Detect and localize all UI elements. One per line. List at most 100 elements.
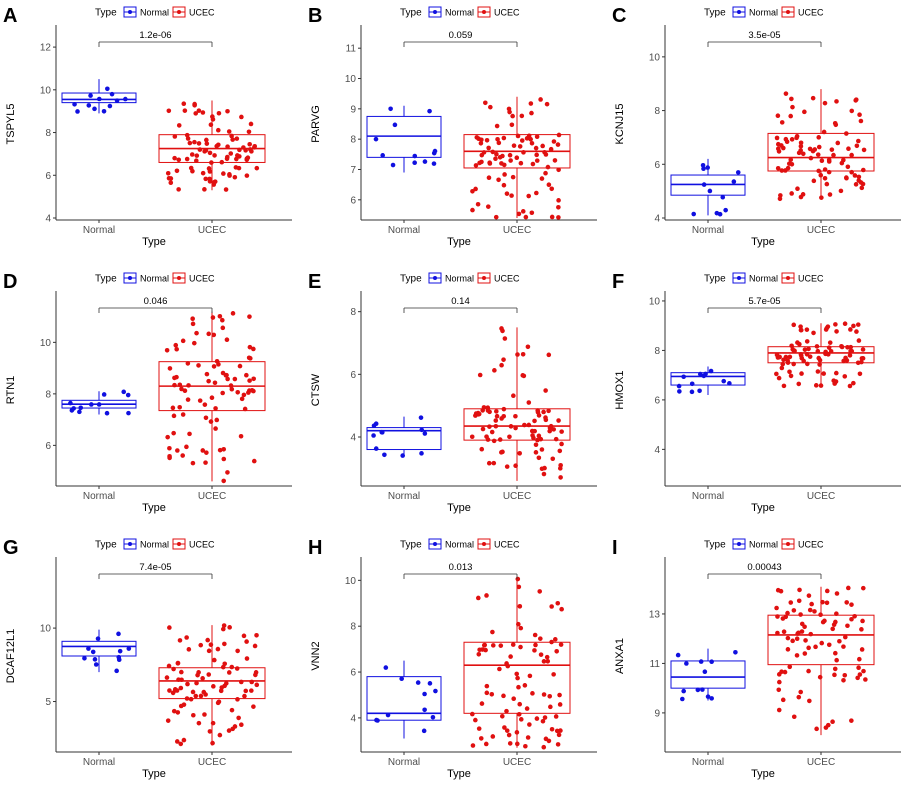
data-point: [789, 96, 794, 102]
data-point: [483, 741, 489, 747]
data-point: [824, 600, 830, 606]
data-point: [177, 638, 183, 643]
data-point: [229, 386, 235, 392]
data-point: [775, 587, 781, 593]
data-point: [484, 138, 490, 143]
data-point: [700, 687, 705, 692]
data-point: [211, 332, 217, 338]
data-point: [200, 110, 206, 115]
legend-key-point: [177, 542, 181, 546]
data-point: [538, 636, 543, 641]
data-point: [781, 145, 786, 151]
legend-title: Type: [704, 8, 726, 19]
x-axis-title: Type: [142, 502, 166, 514]
data-point: [96, 402, 102, 407]
data-point: [543, 170, 548, 176]
y-axis-title: DCAF12L1: [5, 629, 17, 683]
data-point: [794, 135, 799, 141]
data-point: [82, 655, 87, 661]
legend-label: UCEC: [494, 539, 520, 549]
data-point: [702, 669, 708, 675]
data-point: [787, 369, 792, 375]
data-point: [235, 697, 240, 702]
data-point: [521, 150, 526, 155]
legend-item-ucec: UCEC: [477, 272, 520, 284]
data-point: [533, 450, 539, 455]
data-point: [817, 674, 823, 680]
data-point: [433, 688, 438, 694]
data-point: [689, 381, 695, 387]
legend-label: UCEC: [189, 273, 215, 283]
data-point: [529, 210, 535, 216]
data-point: [247, 344, 253, 350]
data-point: [545, 659, 551, 664]
x-tick-label: UCEC: [807, 491, 835, 502]
data-point: [126, 410, 131, 416]
data-point: [810, 148, 816, 154]
data-point: [249, 149, 254, 154]
data-point: [419, 427, 425, 433]
data-point: [535, 437, 540, 443]
data-point: [490, 149, 496, 155]
data-point: [485, 204, 491, 209]
pvalue-label: 0.013: [449, 562, 473, 573]
x-tick-label: Normal: [388, 225, 420, 236]
legend-label: Normal: [749, 7, 778, 17]
data-point: [168, 180, 174, 186]
y-tick-label: 6: [654, 395, 660, 406]
data-point: [813, 383, 819, 388]
data-point: [842, 672, 848, 678]
data-point: [75, 109, 80, 114]
data-point: [540, 143, 545, 149]
data-point: [412, 160, 417, 165]
box-ucec: [463, 576, 571, 750]
legend-label: UCEC: [189, 539, 215, 549]
data-point: [847, 383, 853, 389]
data-point: [188, 696, 194, 702]
data-point: [806, 593, 812, 598]
data-point: [859, 185, 865, 191]
data-point: [125, 392, 131, 398]
data-point: [207, 150, 213, 156]
data-point: [204, 371, 210, 377]
data-point: [538, 652, 544, 657]
data-point: [210, 315, 216, 320]
data-point: [245, 155, 251, 160]
x-tick-label: UCEC: [503, 225, 531, 236]
pvalue-label: 7.4e-05: [139, 562, 171, 573]
data-point: [203, 176, 209, 182]
data-point: [193, 693, 199, 699]
data-point: [556, 167, 561, 173]
data-point: [834, 657, 839, 663]
data-point: [225, 144, 230, 149]
data-point: [852, 613, 857, 619]
data-point: [504, 191, 510, 196]
data-point: [536, 455, 542, 461]
data-point: [815, 369, 821, 374]
data-point: [225, 376, 230, 382]
legend-title: Type: [400, 274, 422, 285]
data-point: [228, 151, 234, 156]
data-point: [518, 717, 524, 722]
data-point: [785, 647, 791, 652]
x-tick-label: Normal: [692, 757, 724, 768]
data-point: [788, 113, 793, 119]
data-point: [776, 672, 782, 677]
y-tick-label: 4: [45, 214, 51, 225]
data-point: [532, 648, 537, 653]
legend-key-point: [128, 10, 132, 14]
data-point: [167, 453, 172, 459]
legend-title: Type: [400, 8, 422, 19]
data-point: [252, 143, 258, 149]
data-point: [196, 108, 202, 113]
data-point: [224, 337, 230, 343]
x-axis-title: Type: [142, 236, 166, 248]
data-point: [247, 141, 252, 147]
legend-label: UCEC: [798, 7, 824, 17]
data-point: [856, 138, 861, 144]
legend-item-normal: Normal: [123, 272, 169, 284]
data-point: [422, 431, 428, 436]
data-point: [701, 166, 706, 171]
y-tick-label: 8: [45, 128, 51, 139]
